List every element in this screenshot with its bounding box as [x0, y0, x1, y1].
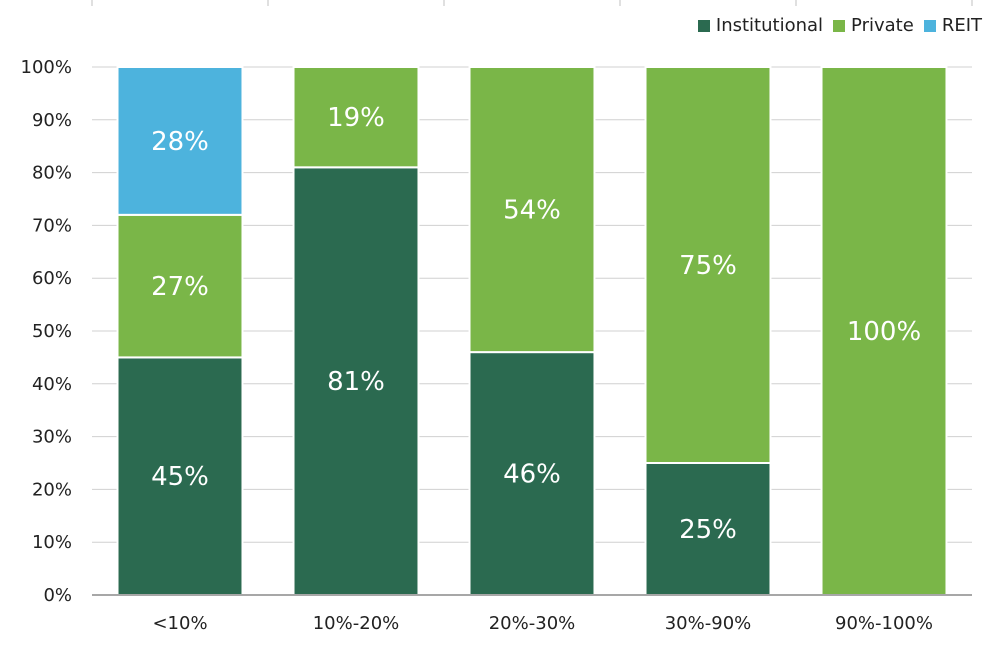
- bar-segment-private: [292, 66, 420, 169]
- legend-item-reit: REIT: [923, 15, 982, 36]
- bar-segment-private: [644, 66, 772, 464]
- data-label: 19%: [327, 103, 385, 133]
- data-label: 46%: [503, 460, 561, 490]
- legend-item-institutional: Institutional: [697, 15, 824, 36]
- x-tick-label: <10%: [152, 613, 207, 634]
- x-tick-label: 20%-30%: [489, 613, 576, 634]
- data-label: 45%: [151, 462, 209, 492]
- y-tick-label: 0%: [43, 585, 72, 606]
- y-tick-label: 40%: [32, 374, 72, 395]
- y-tick-label: 100%: [21, 57, 72, 78]
- data-label: 54%: [503, 196, 561, 226]
- legend-item-private: Private: [833, 15, 914, 36]
- legend-label-private: Private: [851, 15, 914, 36]
- y-tick-label: 80%: [32, 163, 72, 184]
- bar-segment-institutional: [644, 462, 772, 596]
- y-tick-label: 20%: [32, 479, 72, 500]
- x-tick-label: 90%-100%: [835, 613, 933, 634]
- legend-swatch-institutional: [697, 19, 710, 32]
- bar-segment-reit: [116, 66, 244, 216]
- y-tick-label: 10%: [32, 532, 72, 553]
- data-label: 81%: [327, 367, 385, 397]
- y-tick-label: 90%: [32, 110, 72, 131]
- bar-segment-private: [116, 213, 244, 359]
- legend-swatch-reit: [923, 19, 936, 32]
- x-tick-label: 30%-90%: [665, 613, 752, 634]
- bar-segment-institutional: [292, 166, 420, 596]
- y-tick-label: 70%: [32, 215, 72, 236]
- x-tick-label: 10%-20%: [313, 613, 400, 634]
- legend-label-institutional: Institutional: [715, 15, 824, 36]
- y-tick-label: 30%: [32, 427, 72, 448]
- data-label: 100%: [847, 317, 921, 347]
- data-label: 75%: [679, 251, 737, 281]
- data-label: 27%: [151, 272, 209, 302]
- bar-segment-institutional: [116, 356, 244, 596]
- legend-label-reit: REIT: [941, 15, 982, 36]
- data-label: 28%: [151, 127, 209, 157]
- data-label: 25%: [679, 515, 737, 545]
- y-tick-label: 60%: [32, 268, 72, 289]
- bar-segment-institutional: [468, 351, 596, 596]
- bar-segment-private: [468, 66, 596, 354]
- y-tick-label: 50%: [32, 321, 72, 342]
- legend: Institutional Private REIT: [697, 15, 982, 36]
- legend-swatch-private: [833, 19, 846, 32]
